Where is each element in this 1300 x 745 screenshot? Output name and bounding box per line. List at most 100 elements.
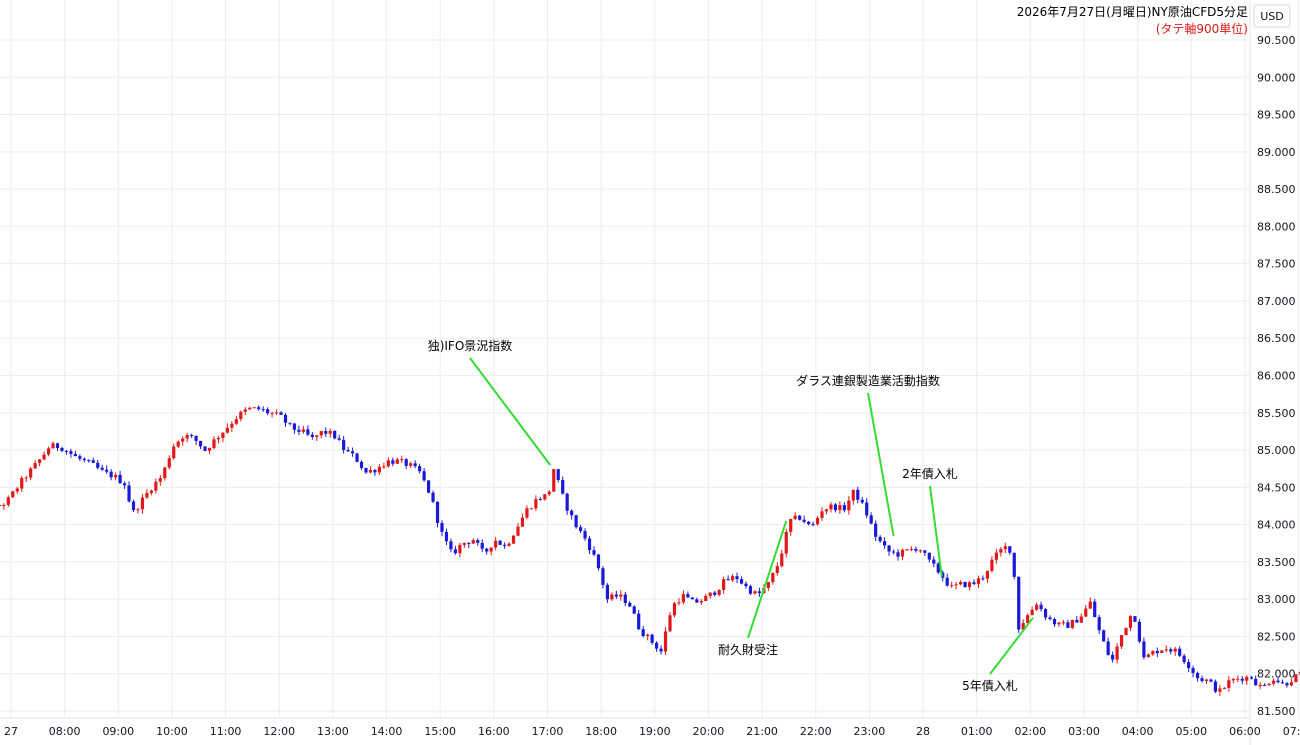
candle-body <box>100 467 104 470</box>
candle-body <box>480 542 484 549</box>
candle-body <box>637 613 641 630</box>
candle-body <box>467 542 471 544</box>
annotation-line <box>989 617 1034 675</box>
candle-body <box>333 430 337 439</box>
x-tick-label: 16:00 <box>478 725 510 738</box>
candle-body <box>91 460 95 463</box>
candle-body <box>55 443 60 448</box>
candle-body <box>1160 650 1164 654</box>
candle-body <box>0 505 1 507</box>
candle-body <box>1124 627 1128 636</box>
candle-body <box>1195 672 1200 679</box>
candle-body <box>739 579 744 584</box>
candle-body <box>127 485 131 502</box>
candle-body <box>489 547 493 552</box>
y-tick-label: 85.500 <box>1257 407 1296 420</box>
candle-body <box>587 538 592 551</box>
candle-body <box>556 469 560 480</box>
candle-body <box>985 570 990 579</box>
candle-body <box>310 434 314 437</box>
candle-body <box>1204 679 1209 681</box>
candle-body <box>1061 622 1066 624</box>
candle-body <box>11 491 15 498</box>
candle-body <box>462 542 466 545</box>
candle-body <box>216 437 221 440</box>
candle-body <box>856 489 860 500</box>
candle-body <box>449 541 453 550</box>
candle-body <box>891 551 896 553</box>
x-tick-label: 28 <box>916 725 930 738</box>
candle-body <box>1128 616 1133 628</box>
candle-body <box>292 423 297 430</box>
candle-body <box>1084 608 1088 617</box>
candle-body <box>1209 679 1213 682</box>
candle-body <box>838 505 842 511</box>
candle-body <box>1298 671 1300 675</box>
candle-body <box>1075 619 1079 623</box>
candle-body <box>444 531 449 542</box>
candle-body <box>927 552 931 560</box>
currency-badge[interactable]: USD <box>1253 4 1291 28</box>
candle-body <box>842 505 846 511</box>
candle-body <box>306 429 310 435</box>
candle-body <box>981 578 985 580</box>
candle-body <box>999 549 1003 553</box>
candle-body <box>1151 651 1155 655</box>
candle-body <box>426 480 431 493</box>
candle-body <box>1276 680 1280 683</box>
candles <box>0 405 1300 696</box>
candle-body <box>722 579 726 590</box>
candle-body <box>346 449 350 452</box>
candle-body <box>176 441 180 447</box>
y-tick-label: 86.000 <box>1257 370 1296 383</box>
candle-body <box>431 492 435 502</box>
candle-body <box>1218 688 1222 692</box>
x-tick-label: 02:00 <box>1014 725 1046 738</box>
candle-body <box>1039 604 1043 610</box>
candle-body <box>149 490 153 493</box>
candle-body <box>605 584 610 600</box>
candle-body <box>1169 649 1173 652</box>
candle-body <box>887 545 891 552</box>
candle-body <box>1043 609 1048 618</box>
candle-body <box>815 517 820 525</box>
candle-body <box>1142 641 1146 658</box>
candle-body <box>847 500 851 511</box>
candle-body <box>60 447 64 451</box>
candle-body <box>485 548 489 552</box>
candle-body <box>471 540 475 544</box>
candle-body <box>936 563 940 573</box>
x-tick-label: 18:00 <box>585 725 617 738</box>
candle-body <box>1227 680 1231 688</box>
candle-body <box>690 597 694 600</box>
candle-body <box>440 522 444 532</box>
candle-body <box>730 576 735 581</box>
candle-body <box>288 422 292 424</box>
candle-body <box>355 453 359 462</box>
x-tick-label: 04:00 <box>1122 725 1154 738</box>
x-tick-label: 08:00 <box>49 725 81 738</box>
candle-body <box>945 577 949 586</box>
candle-body <box>118 474 122 484</box>
candle-body <box>435 501 440 523</box>
candle-body <box>1102 630 1106 642</box>
candle-body <box>69 451 73 454</box>
candle-body <box>757 591 762 594</box>
candle-body <box>1030 609 1034 616</box>
candle-body <box>1115 646 1119 660</box>
candle-body <box>896 552 900 557</box>
candle-body <box>909 548 914 550</box>
chart-title: 2026年7月27日(月曜日)NY原油CFD5分足 <box>1017 5 1248 19</box>
candle-body <box>784 531 788 554</box>
candle-body <box>811 524 815 526</box>
candle-body <box>364 467 368 473</box>
candle-body <box>1146 654 1150 658</box>
candle-body <box>78 456 82 459</box>
candle-body <box>337 438 341 440</box>
candle-body <box>771 572 775 583</box>
y-tick-label: 90.500 <box>1257 34 1296 47</box>
candle-body <box>46 448 51 455</box>
candle-body <box>1231 678 1235 681</box>
candle-body <box>136 509 140 511</box>
y-tick-label: 88.500 <box>1257 183 1296 196</box>
